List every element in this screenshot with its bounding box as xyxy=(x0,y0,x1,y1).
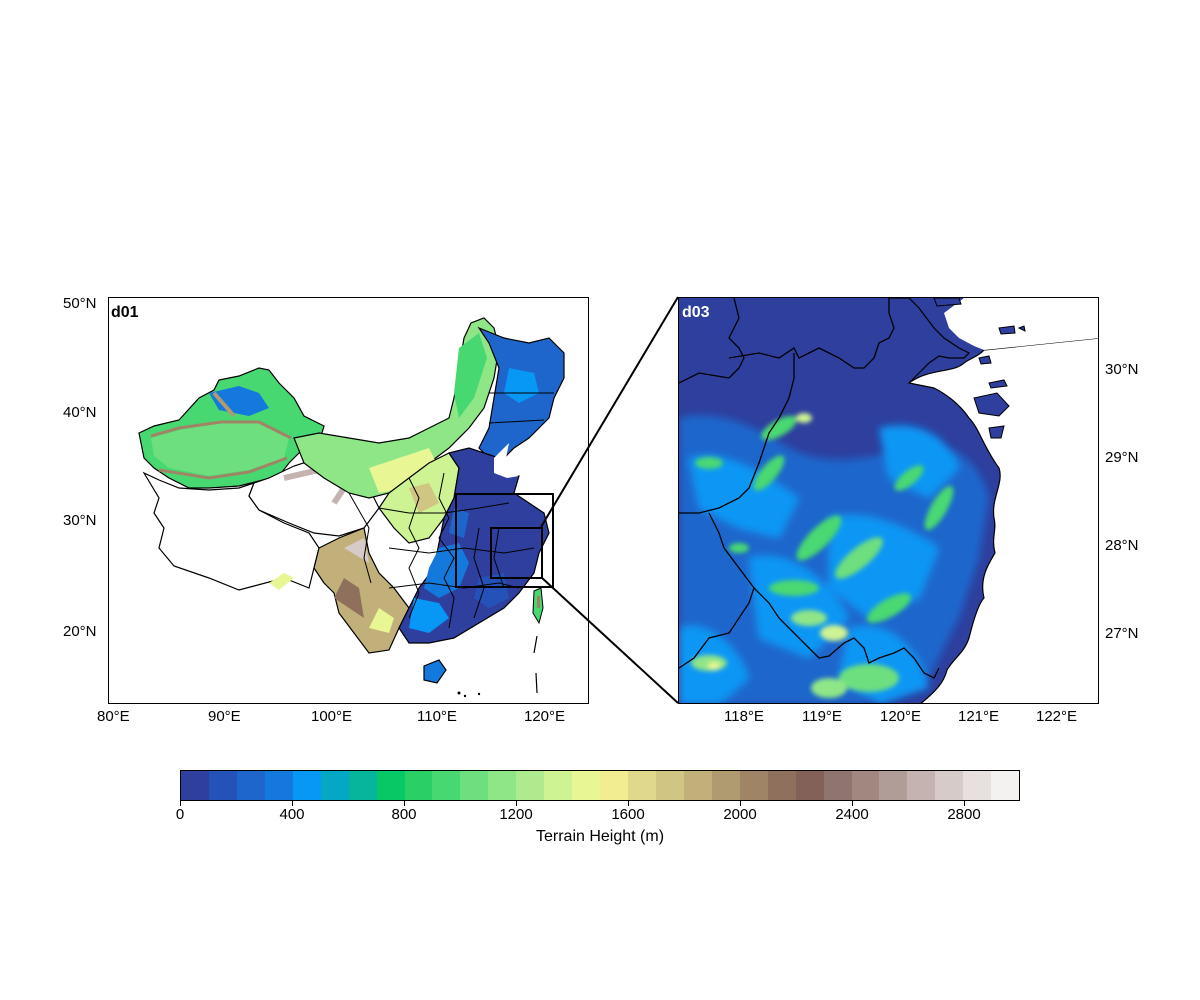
map-panel-d01: d01 xyxy=(108,297,589,704)
colorbar-bin xyxy=(264,771,293,800)
colorbar-tick-label: 1200 xyxy=(499,806,533,823)
colorbar-bin xyxy=(348,771,377,800)
colorbar-tick xyxy=(516,801,517,806)
colorbar-tick xyxy=(740,801,741,806)
colorbar-bin xyxy=(488,771,517,800)
colorbar-bin xyxy=(907,771,936,800)
domain-box-d03 xyxy=(490,527,543,579)
colorbar-bin xyxy=(236,771,265,800)
colorbar-tick-label: 800 xyxy=(391,806,417,823)
x-tick-label: 122°E xyxy=(1036,708,1078,725)
colorbar-bin xyxy=(628,771,656,800)
terrain-map-d03 xyxy=(679,298,1098,703)
x-tick-label: 110°E xyxy=(417,708,457,725)
colorbar-tick-label: 400 xyxy=(279,806,305,823)
map-panel-d03: d03 xyxy=(678,297,1099,704)
colorbar-bin xyxy=(739,771,768,800)
panel-label-d03: d03 xyxy=(682,304,710,321)
x-tick-label: 121°E xyxy=(958,708,1000,725)
colorbar-tick xyxy=(852,801,853,806)
x-tick-label: 80°E xyxy=(97,708,130,725)
x-tick-label: 120°E xyxy=(880,708,922,725)
colorbar-tick-label: 2000 xyxy=(723,806,757,823)
y-tick-label: 20°N xyxy=(63,623,97,640)
colorbar-bin xyxy=(376,771,405,800)
x-tick-label: 120°E xyxy=(524,708,566,725)
y-tick-label: 30°N xyxy=(1105,361,1139,378)
colorbar-bin xyxy=(795,771,824,800)
domain-box-d02 xyxy=(455,493,554,588)
terrain-colorbar xyxy=(180,770,1020,801)
colorbar-title: Terrain Height (m) xyxy=(535,828,665,845)
colorbar-tick xyxy=(628,801,629,806)
colorbar-tick xyxy=(292,801,293,806)
y-tick-label: 40°N xyxy=(63,404,97,421)
colorbar-bin xyxy=(320,771,349,800)
colorbar-bin xyxy=(935,771,964,800)
y-tick-label: 30°N xyxy=(63,512,97,529)
colorbar-bin xyxy=(991,771,1020,800)
colorbar-bin xyxy=(292,771,321,800)
colorbar-tick-label: 0 xyxy=(175,806,185,823)
y-tick-label: 29°N xyxy=(1105,449,1139,466)
colorbar-bin xyxy=(516,771,545,800)
colorbar-bin xyxy=(432,771,461,800)
x-tick-label: 90°E xyxy=(208,708,241,725)
colorbar-bin xyxy=(208,771,237,800)
colorbar-tick-label: 2800 xyxy=(947,806,981,823)
x-tick-label: 118°E xyxy=(724,708,764,725)
colorbar-bin xyxy=(404,771,433,800)
panel-label-d01: d01 xyxy=(111,304,139,321)
y-tick-label: 28°N xyxy=(1105,537,1139,554)
colorbar-bin xyxy=(181,771,209,800)
colorbar-tick xyxy=(964,801,965,806)
x-tick-label: 100°E xyxy=(311,708,353,725)
colorbar-bin xyxy=(851,771,880,800)
colorbar-bin xyxy=(600,771,628,800)
colorbar-tick xyxy=(404,801,405,806)
terrain-map-d01 xyxy=(138,317,565,698)
colorbar-bin xyxy=(823,771,852,800)
colorbar-bin xyxy=(683,771,712,800)
colorbar-bin xyxy=(544,771,573,800)
colorbar-bin xyxy=(655,771,684,800)
x-tick-label: 119°E xyxy=(802,708,842,725)
y-tick-label: 50°N xyxy=(63,295,97,312)
colorbar-bin xyxy=(572,771,601,800)
colorbar-tick-label: 2400 xyxy=(835,806,869,823)
colorbar-tick xyxy=(180,801,181,806)
colorbar-bin xyxy=(767,771,796,800)
colorbar-bin xyxy=(711,771,740,800)
colorbar-bin xyxy=(963,771,992,800)
y-tick-label: 27°N xyxy=(1105,625,1139,642)
colorbar-bin xyxy=(460,771,489,800)
colorbar-bin xyxy=(879,771,908,800)
colorbar-tick-label: 1600 xyxy=(611,806,645,823)
